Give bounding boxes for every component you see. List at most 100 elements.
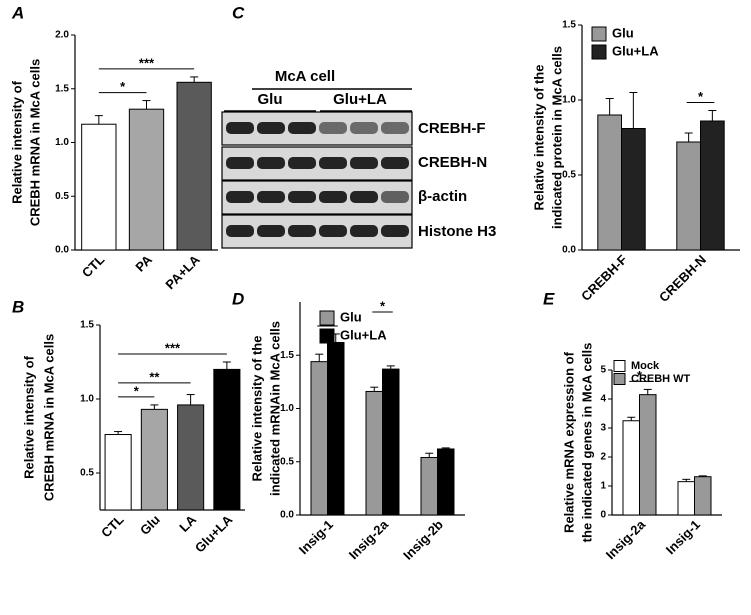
bar — [622, 420, 640, 516]
significance-label: ** — [149, 369, 160, 384]
blot-band — [288, 191, 316, 203]
y-axis-label: indicated mRNAin McA cells — [267, 321, 282, 496]
x-tick-label: LA — [176, 512, 199, 535]
x-tick-label: CREBH-N — [656, 252, 709, 305]
blot-row-label: Histone H3 — [418, 223, 496, 240]
y-tick-label: 1.5 — [55, 83, 69, 94]
legend-swatch — [591, 44, 607, 60]
blot-band — [319, 157, 347, 169]
bar — [104, 434, 132, 511]
bar — [639, 394, 657, 516]
bar — [437, 448, 455, 516]
x-tick-label: Insig-2b — [400, 517, 446, 563]
bar — [81, 123, 117, 251]
blot-row-label: CREBH-F — [418, 120, 486, 137]
x-tick-label: CREBH-F — [578, 252, 630, 304]
y-axis-label: Relative mRNA expression of — [561, 351, 576, 533]
y-tick-label: 0.5 — [280, 456, 294, 467]
bar — [621, 128, 646, 251]
y-tick-label: 1.5 — [562, 20, 576, 31]
blot-header: McA cell — [275, 68, 335, 85]
bar — [676, 141, 701, 251]
blot-band — [381, 225, 409, 237]
bar — [694, 476, 712, 516]
legend-label: Glu — [340, 309, 362, 324]
bar — [700, 120, 725, 251]
y-tick-label: 1.0 — [55, 137, 69, 148]
bar — [420, 456, 438, 516]
panel-letter: C — [232, 3, 245, 22]
blot-band — [350, 225, 378, 237]
blot-band — [319, 225, 347, 237]
bar — [140, 408, 168, 511]
legend-swatch — [319, 310, 335, 326]
blot-band — [226, 157, 254, 169]
y-tick-label: 1 — [600, 481, 606, 492]
bar — [365, 390, 383, 516]
y-tick-label: 0.5 — [562, 170, 576, 181]
x-tick-label: PA — [132, 252, 155, 275]
blot-band — [226, 225, 254, 237]
bar — [677, 481, 695, 516]
blot-group: Glu — [258, 91, 283, 108]
y-axis-label: indicated protein in McA cells — [549, 46, 564, 229]
y-axis-label: Relative intensity of — [9, 80, 24, 203]
blot-band — [350, 191, 378, 203]
blot-band — [319, 191, 347, 203]
y-tick-label: 1.0 — [280, 403, 294, 414]
y-axis-label: Relative intensity of — [21, 355, 36, 478]
legend-swatch — [319, 328, 335, 344]
bar — [327, 341, 345, 516]
panel-letter: E — [543, 289, 555, 308]
legend-swatch — [613, 373, 626, 385]
legend-label: CREBH WT — [631, 373, 691, 385]
blot-row-label: β-actin — [418, 188, 467, 205]
blot-band — [381, 122, 409, 134]
significance-label: * — [120, 79, 126, 94]
legend-label: Mock — [631, 360, 660, 372]
y-tick-label: 0.0 — [280, 510, 294, 521]
y-axis-label: Relative intensity of the — [249, 336, 264, 482]
x-tick-label: Insig-1 — [296, 517, 336, 557]
y-axis-label: the indicated genes in McA cells — [579, 343, 594, 543]
y-axis-label: Relative intensity of the — [531, 65, 546, 211]
x-tick-label: Glu+LA — [192, 512, 236, 556]
blot-band — [288, 157, 316, 169]
bar — [128, 108, 165, 251]
y-tick-label: 1.5 — [280, 350, 294, 361]
legend-swatch — [613, 360, 626, 372]
y-tick-label: 4 — [600, 394, 606, 405]
bar — [310, 361, 328, 516]
significance-label: * — [698, 89, 704, 104]
blot-band — [226, 191, 254, 203]
bar — [382, 368, 400, 516]
blot-band — [319, 122, 347, 134]
legend-label: Glu+LA — [612, 43, 659, 58]
blot-lanes — [221, 111, 413, 249]
blot-band — [381, 157, 409, 169]
y-tick-label: 5 — [600, 365, 606, 376]
y-tick-label: 2 — [600, 452, 606, 463]
y-axis-label: CREBH mRNA in McA cells — [27, 59, 42, 226]
blot-band — [350, 122, 378, 134]
bar — [213, 368, 241, 511]
x-tick-label: Glu — [137, 512, 163, 538]
blot-band — [257, 157, 285, 169]
x-tick-label: Insig-2a — [603, 516, 649, 562]
x-tick-label: PA+LA — [162, 252, 203, 293]
y-tick-label: 0.0 — [562, 245, 576, 256]
y-tick-label: 0.5 — [80, 468, 94, 479]
x-tick-label: CTL — [98, 512, 127, 541]
legend-label: Glu — [612, 25, 634, 40]
blot-row-label: CREBH-N — [418, 154, 487, 171]
y-tick-label: 1.0 — [80, 394, 94, 405]
significance-label: *** — [139, 55, 155, 70]
blot-band — [226, 122, 254, 134]
y-axis-label: CREBH mRNA in McA cells — [41, 334, 56, 501]
y-tick-label: 1.5 — [80, 320, 94, 331]
blot-group: Glu+LA — [333, 91, 387, 108]
blot-band — [257, 225, 285, 237]
legend-label: Glu+LA — [340, 327, 387, 342]
blot-band — [257, 122, 285, 134]
